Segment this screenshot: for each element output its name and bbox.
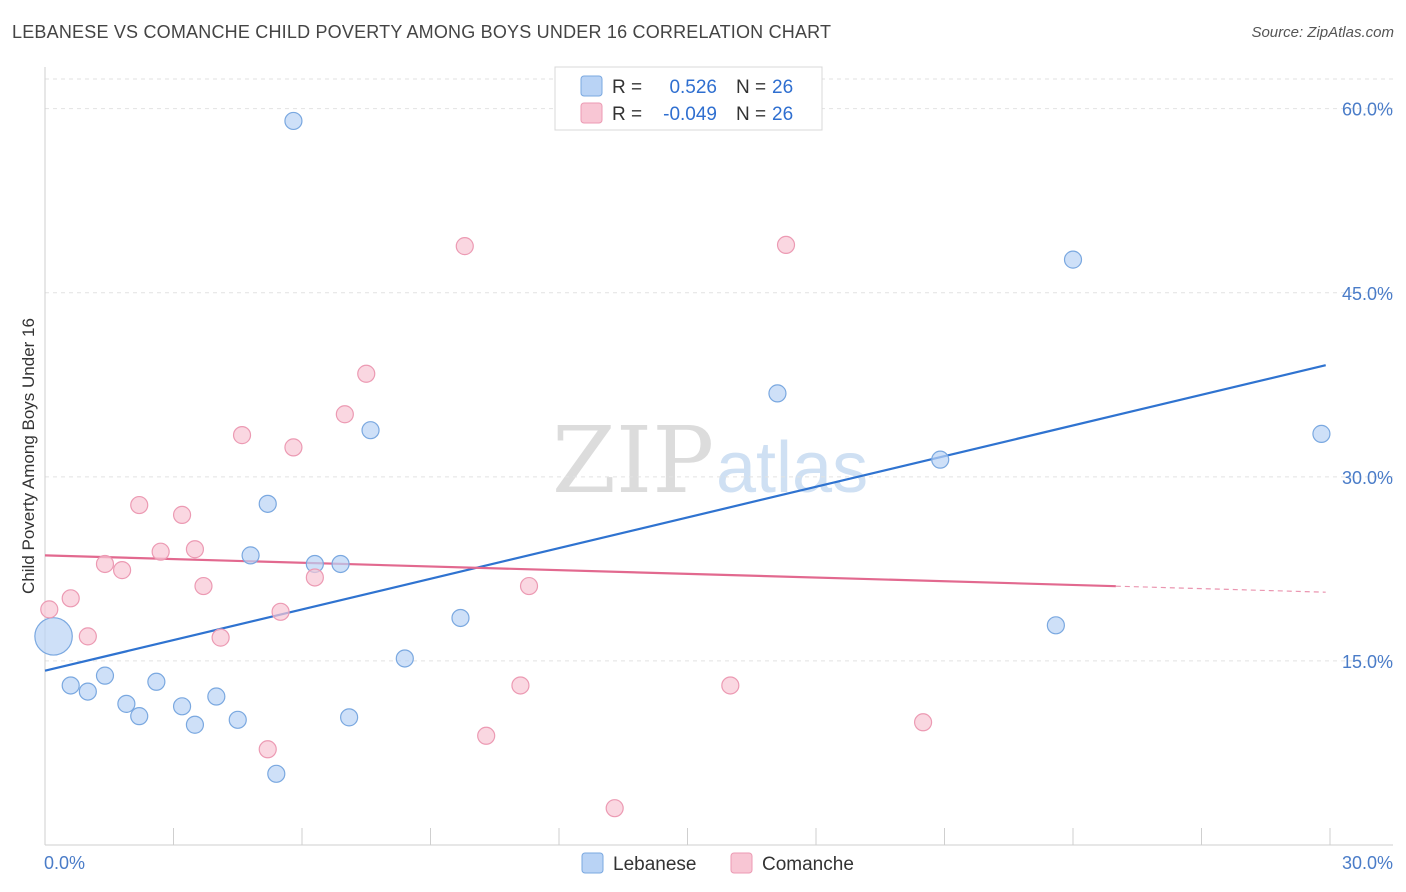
point-comanche: [284, 438, 303, 457]
trend-line-comanche: [44, 554, 1116, 588]
point-lebanese: [361, 421, 380, 440]
trend-lines: [44, 364, 1326, 672]
point-comanche: [78, 627, 97, 646]
series-legend-swatch-comanche: [730, 852, 753, 874]
point-lebanese: [130, 707, 149, 726]
point-comanche: [232, 426, 252, 445]
legend-r-value-lebanese: 0.526: [669, 77, 717, 98]
point-lebanese: [395, 649, 414, 668]
y-tick-label: 15.0%: [1342, 652, 1393, 672]
point-comanche: [605, 799, 624, 818]
y-tick-label: 30.0%: [1342, 468, 1393, 488]
point-comanche: [185, 540, 205, 559]
y-tick-label: 45.0%: [1342, 284, 1393, 304]
point-comanche: [455, 237, 474, 256]
point-comanche: [211, 628, 230, 647]
point-comanche: [271, 602, 290, 621]
legend-r-value-comanche: -0.049: [663, 104, 717, 125]
trend-line-lebanese: [44, 364, 1326, 672]
point-lebanese: [172, 697, 192, 716]
point-lebanese: [1046, 616, 1065, 635]
point-lebanese: [78, 682, 97, 701]
point-lebanese: [207, 687, 226, 706]
legend-n-value-lebanese: 26: [772, 77, 793, 98]
point-lebanese: [95, 666, 115, 685]
axes: [44, 67, 1393, 846]
point-comanche: [776, 235, 796, 254]
point-lebanese: [61, 676, 80, 695]
point-comanche: [511, 676, 530, 695]
point-lebanese: [340, 708, 359, 727]
point-comanche: [913, 713, 933, 732]
point-lebanese: [241, 546, 260, 565]
legend-swatch-comanche: [580, 102, 603, 124]
legend-r-label-comanche: R =: [612, 104, 642, 125]
point-comanche: [721, 676, 740, 695]
point-comanche: [258, 740, 277, 759]
watermark-atlas: atlas: [716, 428, 868, 508]
legend-n-label-comanche: N =: [736, 104, 766, 125]
watermark-zip: ZIP: [552, 407, 714, 514]
point-lebanese: [117, 694, 136, 713]
correlation-legend: R = 0.526 N = 26 R = -0.049 N = 26: [554, 66, 823, 131]
point-comanche: [194, 576, 213, 596]
y-tick-label: 60.0%: [1342, 100, 1393, 120]
point-comanche: [172, 505, 192, 524]
y-axis-title: Child Poverty Among Boys Under 16: [19, 318, 38, 594]
gridlines: [45, 78, 1393, 662]
point-lebanese: [284, 111, 303, 131]
point-comanche: [112, 561, 132, 580]
point-lebanese: [1063, 250, 1083, 269]
trend-line-comanche-extension: [1115, 585, 1326, 593]
point-lebanese: [331, 554, 350, 574]
point-comanche: [40, 600, 59, 619]
point-lebanese: [258, 494, 277, 513]
point-lebanese: [34, 617, 73, 656]
legend-r-label-lebanese: R =: [612, 77, 642, 98]
point-lebanese: [931, 450, 950, 469]
chart-title: LEBANESE VS COMANCHE CHILD POVERTY AMONG…: [12, 22, 832, 42]
point-comanche: [130, 495, 149, 515]
point-comanche: [305, 568, 324, 587]
y-tick-labels: 15.0% 30.0% 45.0% 60.0%: [1342, 100, 1393, 672]
x-tick-label-min: 0.0%: [44, 853, 85, 873]
series-legend: Lebanese Comanche: [581, 852, 854, 875]
legend-swatch-lebanese: [580, 75, 603, 97]
point-comanche: [357, 364, 376, 383]
point-comanche: [335, 405, 354, 424]
series-legend-label-comanche: Comanche: [762, 854, 854, 875]
point-comanche: [477, 726, 496, 745]
legend-n-label-lebanese: N =: [736, 77, 766, 98]
point-lebanese: [185, 715, 205, 734]
point-lebanese: [1312, 424, 1331, 443]
point-comanche: [519, 576, 539, 596]
series-legend-swatch-lebanese: [581, 852, 604, 874]
data-points: [34, 111, 1331, 818]
point-comanche: [61, 589, 80, 608]
x-ticks: [173, 828, 1331, 845]
point-comanche: [151, 542, 170, 561]
point-comanche: [95, 554, 115, 574]
series-legend-label-lebanese: Lebanese: [613, 854, 696, 875]
legend-n-value-comanche: 26: [772, 104, 793, 125]
point-lebanese: [228, 710, 247, 729]
point-lebanese: [267, 764, 286, 783]
source-label: Source: ZipAtlas.com: [1251, 24, 1394, 41]
point-lebanese: [451, 608, 470, 628]
point-lebanese: [147, 672, 166, 691]
point-lebanese: [768, 384, 787, 403]
x-tick-label-max: 30.0%: [1342, 853, 1393, 873]
